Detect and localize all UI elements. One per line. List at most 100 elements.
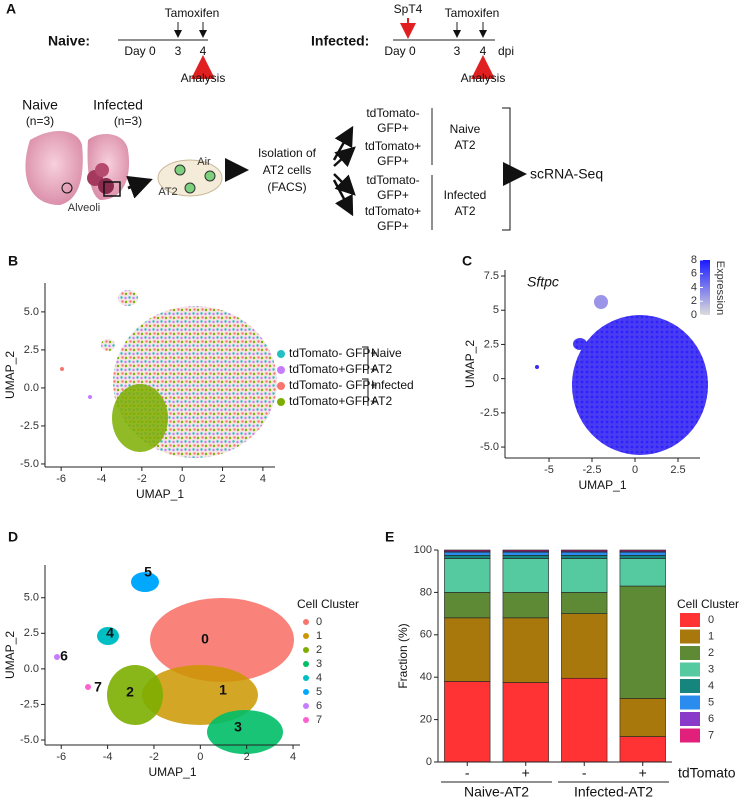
- bar-segment: [444, 592, 491, 619]
- x-tick-label: +: [522, 765, 530, 781]
- population: tdTomato+: [365, 204, 421, 218]
- population: GFP+: [377, 121, 409, 135]
- bar-segment: [502, 558, 549, 593]
- legend-swatch: [680, 662, 700, 677]
- y-tick-label: 5.0: [24, 306, 39, 318]
- x-tick-label: -2: [149, 751, 159, 763]
- isolation-text: AT2 cells: [263, 163, 311, 177]
- legend-marker: [277, 350, 285, 358]
- population: tdTomato-: [366, 106, 419, 120]
- treatment-label: Tamoxifen: [445, 6, 500, 20]
- cluster-label: 1: [219, 682, 227, 698]
- group-label: AT2: [454, 204, 475, 218]
- legend-label: 7: [708, 729, 714, 741]
- x-tick-label: +: [639, 765, 647, 781]
- legend-title: Cell Cluster: [297, 597, 359, 611]
- legend-label: tdTomato- GFP+: [289, 378, 377, 392]
- x-tick-label: 4: [290, 751, 296, 763]
- y-tick-label: 2.5: [24, 344, 39, 356]
- x-tick-label: -: [582, 765, 587, 781]
- colorbar-tick-label: 2: [691, 295, 697, 307]
- timeline-label: 4: [200, 44, 207, 58]
- alveolus-label: AT2: [158, 186, 177, 198]
- colorbar-title: Expression: [714, 261, 726, 315]
- legend-swatch: [680, 712, 700, 726]
- group-label: Infected: [93, 97, 143, 113]
- cluster-label: 5: [144, 564, 152, 580]
- legend-group: Naive: [371, 346, 402, 360]
- cluster-label: 0: [201, 631, 209, 647]
- population: GFP+: [377, 188, 409, 202]
- legend-marker: [303, 619, 309, 625]
- endpoint-label: Analysis: [461, 71, 506, 85]
- bar-segment: [444, 617, 491, 682]
- legend-label: 5: [316, 686, 322, 698]
- lung-illustration: [25, 130, 223, 205]
- bar-segment: [444, 549, 491, 552]
- bar-segment: [561, 551, 608, 556]
- infection-label: SpT4: [394, 2, 423, 16]
- y-axis-title: UMAP_2: [3, 351, 17, 399]
- y-tick-label: -5.0: [20, 458, 39, 470]
- y-tick-label: 60: [420, 629, 432, 641]
- bar-segment: [444, 554, 491, 559]
- x-tick-label: 2: [244, 751, 250, 763]
- x-tick-label: 0: [632, 464, 638, 476]
- y-tick-label: 7.5: [484, 270, 499, 282]
- bar-segment: [619, 698, 666, 737]
- legend-label: 0: [708, 614, 714, 626]
- legend-label: 1: [708, 630, 714, 642]
- x-tick-label: -2.5: [583, 464, 602, 476]
- cell-cloud: [535, 295, 708, 455]
- bar-segment: [619, 736, 666, 763]
- y-axis-title: Fraction (%): [396, 623, 410, 688]
- legend-label: 6: [316, 700, 322, 712]
- group-label: Infected-AT2: [574, 784, 653, 800]
- y-tick-label: -2.5: [20, 698, 39, 710]
- cluster-label: 6: [60, 648, 68, 664]
- x-tick-label: -6: [56, 473, 66, 485]
- population: GFP+: [377, 154, 409, 168]
- y-tick-label: 5.0: [24, 592, 39, 604]
- y-tick-label: 5: [493, 304, 499, 316]
- x-tick-label: 2: [219, 473, 225, 485]
- x-axis-title: UMAP_1: [148, 765, 196, 779]
- legend-label: 0: [316, 616, 322, 628]
- bar-segment: [619, 549, 666, 552]
- group-label: Infected: [444, 188, 487, 202]
- legend-marker: [277, 398, 285, 406]
- y-tick-label: 2.5: [484, 338, 499, 350]
- legend-label: 2: [708, 647, 714, 659]
- panel-label: B: [8, 253, 18, 269]
- cluster-label: 4: [106, 625, 114, 641]
- bar-segment: [502, 551, 549, 556]
- y-tick-label: -2.5: [480, 407, 499, 419]
- cell-cloud: [60, 290, 277, 458]
- bar-segment: [502, 592, 549, 619]
- x-tick-label: 2.5: [670, 464, 685, 476]
- x-axis-title: UMAP_1: [136, 487, 184, 501]
- legend-label: 1: [316, 630, 322, 642]
- x-tick-label: -6: [56, 751, 66, 763]
- group-n: (n=3): [114, 114, 142, 128]
- legend-swatch: [680, 646, 700, 660]
- bar-segment: [444, 681, 491, 763]
- cluster-label: 2: [126, 684, 134, 700]
- timeline-label: 4: [480, 44, 487, 58]
- group-label: Naive: [450, 122, 481, 136]
- x-tick-label: 4: [260, 473, 266, 485]
- group-label: AT2: [454, 138, 475, 152]
- y-tick-label: 80: [420, 586, 432, 598]
- timeline-title: Infected:: [311, 33, 369, 49]
- colorbar-tick-label: 0: [691, 309, 697, 321]
- timeline-label: dpi: [498, 44, 514, 58]
- legend-label: 6: [708, 713, 714, 725]
- panel-label: A: [6, 1, 16, 17]
- y-tick-label: 0: [493, 373, 499, 385]
- legend-marker: [277, 366, 285, 374]
- treatment-label: Tamoxifen: [165, 6, 220, 20]
- legend-label: 2: [316, 644, 322, 656]
- legend-marker: [277, 382, 285, 390]
- bar-segment: [619, 551, 666, 556]
- cell-cloud: [54, 572, 294, 754]
